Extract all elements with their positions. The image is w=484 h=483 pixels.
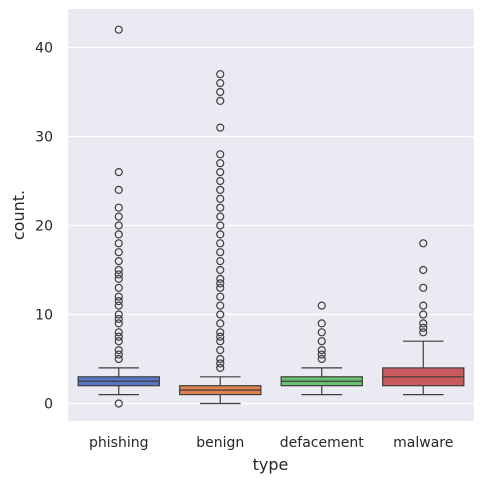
outlier-point [216, 346, 225, 355]
outlier-point [114, 185, 123, 194]
outlier-point [216, 319, 225, 328]
outlier-point [216, 239, 225, 248]
outlier-point [216, 176, 225, 186]
outlier-point [216, 328, 225, 337]
outlier-point [114, 257, 123, 266]
outlier-point [216, 301, 225, 310]
outlier-point [419, 239, 428, 248]
outlier-point [317, 328, 326, 337]
outlier-point [317, 354, 326, 364]
y-tick-label: 10 [35, 308, 53, 324]
gridlines [68, 46, 474, 405]
outlier-point [216, 337, 225, 346]
outlier-point [216, 70, 225, 79]
outlier-point [114, 350, 123, 359]
outlier-point [114, 332, 123, 341]
outlier-point [114, 328, 123, 337]
outlier-point [216, 248, 225, 257]
outlier-point [114, 283, 123, 292]
outlier-point [216, 221, 225, 230]
box-defacement [280, 301, 363, 396]
box-malware [382, 239, 465, 396]
outlier-point [216, 212, 225, 221]
x-tick-label: phishing [89, 435, 148, 451]
outlier-point [114, 230, 123, 239]
outlier-point [216, 283, 225, 292]
y-tick-label: 0 [44, 397, 53, 413]
outlier-point [114, 292, 123, 301]
outlier-point [216, 332, 225, 341]
outlier-point [216, 274, 225, 283]
outlier-point [114, 314, 123, 324]
outlier-point [114, 337, 123, 346]
outlier-point [216, 257, 225, 266]
outlier-point [216, 230, 225, 239]
y-tick-label: 20 [35, 219, 53, 235]
outlier-point [317, 346, 326, 355]
outlier-point [216, 359, 225, 368]
outlier-point [317, 319, 326, 328]
outlier-point [419, 301, 428, 310]
outlier-point [216, 150, 225, 159]
outlier-point [216, 96, 225, 106]
boxes [77, 25, 465, 408]
x-tick-label: benign [196, 435, 244, 451]
outlier-point [216, 194, 225, 203]
outlier-point [216, 363, 225, 372]
outlier-point [216, 292, 225, 301]
outlier-point [317, 350, 326, 359]
outlier-point [216, 279, 225, 288]
outlier-point [419, 328, 428, 337]
outlier-point [419, 323, 428, 332]
outlier-point [114, 212, 123, 221]
outlier-point [216, 310, 225, 319]
outlier-point [114, 346, 123, 355]
outlier-point [216, 87, 225, 97]
outlier-point [419, 319, 428, 328]
outlier-point [419, 310, 428, 319]
outlier-point [216, 123, 225, 132]
outlier-point [216, 185, 225, 194]
outlier-point [114, 297, 123, 306]
outlier-point [114, 354, 123, 364]
y-axis-ticks: 0 10 20 30 40 [35, 41, 53, 413]
outlier-point [114, 239, 123, 248]
outlier-point [114, 274, 123, 283]
x-axis-ticks: phishing benign defacement malware [89, 435, 453, 451]
box-phishing [77, 25, 160, 408]
outlier-point [114, 270, 123, 279]
outlier-point [114, 203, 123, 212]
outlier-point [216, 203, 225, 212]
outlier-point [114, 25, 123, 34]
outlier-point [114, 301, 123, 310]
outlier-point [216, 354, 225, 364]
outlier-point [114, 319, 123, 328]
y-axis-label: count. [9, 190, 28, 240]
outlier-point [317, 301, 326, 310]
outlier-point [114, 265, 123, 275]
outlier-point [317, 337, 326, 346]
outlier-point [114, 310, 123, 319]
outlier-point [419, 283, 428, 292]
outlier-point [216, 78, 225, 88]
box-benign [179, 70, 262, 405]
outlier-point [114, 399, 123, 408]
outlier-point [216, 265, 225, 275]
y-tick-label: 30 [35, 130, 53, 146]
outlier-point [114, 248, 123, 257]
outlier-point [114, 221, 123, 230]
outlier-point [216, 168, 225, 177]
y-tick-label: 40 [35, 41, 53, 57]
x-tick-label: malware [393, 435, 453, 451]
x-tick-label: defacement [280, 435, 364, 451]
plot-area [68, 9, 474, 421]
outlier-point [114, 168, 123, 177]
outlier-point [419, 265, 428, 275]
outlier-point [216, 159, 225, 168]
x-axis-label: type [253, 455, 289, 474]
